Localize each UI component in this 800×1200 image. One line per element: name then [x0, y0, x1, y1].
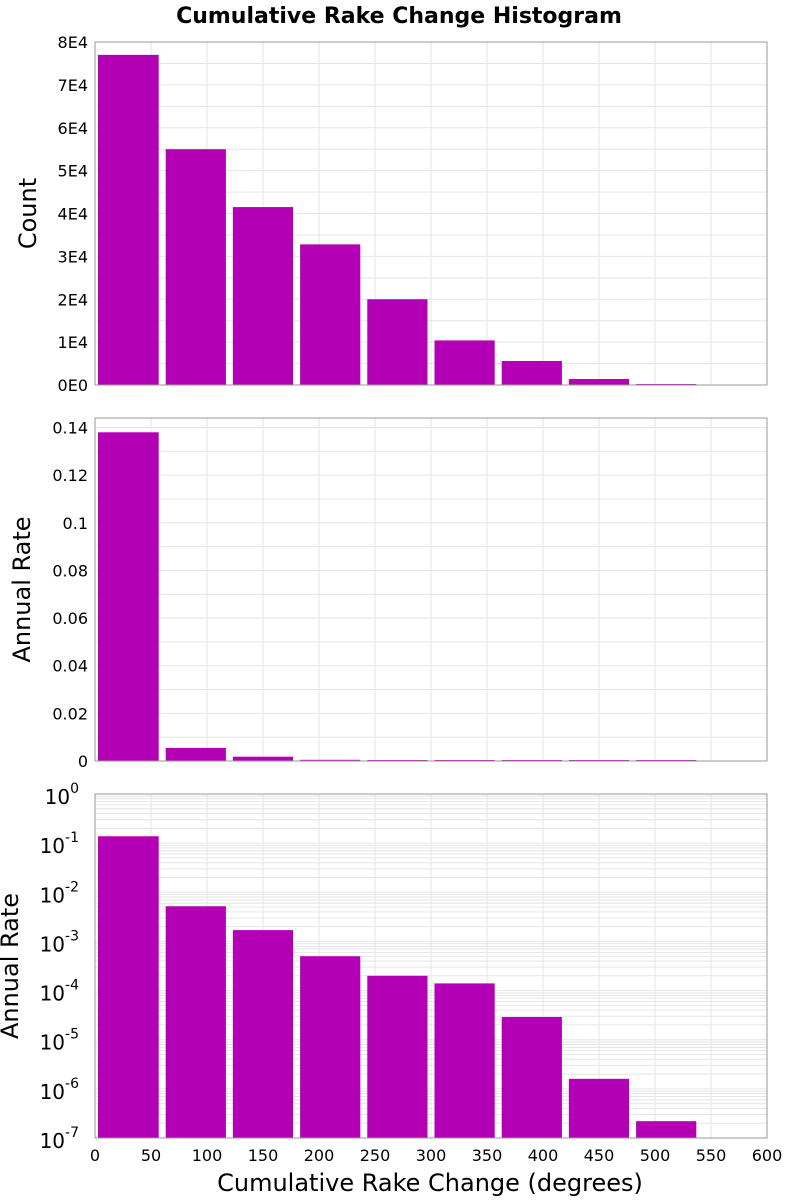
plot-frame — [94, 41, 768, 386]
y-tick-label: 0.12 — [52, 466, 88, 485]
y-tick-label: 10-1 — [40, 830, 79, 858]
y-tick-label: 10-6 — [40, 1076, 80, 1104]
x-tick-label: 450 — [584, 1146, 615, 1165]
plot-frame — [94, 417, 768, 762]
histogram-bar — [300, 244, 361, 385]
annual-rate-linear-panel: 0 0.02 0.04 0.06 0.08 0.1 0.12 0.14 Annual Rate — [8, 417, 768, 771]
histogram-bar — [165, 149, 226, 385]
y-tick-label: 0.08 — [52, 561, 88, 580]
x-tick-label: 400 — [528, 1146, 559, 1165]
histogram-bar — [98, 54, 159, 386]
histogram-bar — [300, 956, 361, 1138]
histogram-bar — [434, 983, 495, 1138]
y-tick-label: 0E0 — [58, 376, 88, 395]
x-tick-label: 550 — [696, 1146, 727, 1165]
y-tick-label: 0.04 — [52, 657, 88, 676]
chart-title: Cumulative Rake Change Histogram — [176, 4, 622, 29]
y-tick-label: 10-7 — [40, 1125, 79, 1153]
y-tick-label: 3E4 — [58, 247, 88, 266]
histogram-bar — [568, 1078, 630, 1138]
x-tick-label: 200 — [304, 1146, 335, 1165]
y-tick-label: 2E4 — [58, 290, 88, 309]
x-tick-label: 150 — [248, 1146, 279, 1165]
histogram-bar — [232, 930, 294, 1138]
histogram-bar — [501, 360, 562, 385]
y-tick-label: 0.14 — [52, 419, 88, 438]
y-tick-label: 0.06 — [52, 609, 88, 628]
count-panel: 0E0 1E4 2E4 3E4 4E4 5E4 6E4 7E4 8E4 Count — [14, 33, 768, 395]
y-axis-label: Count — [14, 178, 42, 249]
y-tick-label: 0 — [78, 752, 88, 771]
y-tick-label: 5E4 — [58, 162, 88, 181]
y-tick-label: 8E4 — [58, 33, 88, 52]
y-tick-label: 10-2 — [40, 879, 79, 907]
x-tick-label: 600 — [752, 1146, 783, 1165]
histogram-bar — [232, 207, 294, 385]
annual-rate-log-panel: 100 10-1 10-2 10-3 10-4 10-5 10-6 10-7 Annual Ra… — [0, 781, 782, 1197]
histogram-bar — [367, 975, 428, 1138]
histogram-bar — [232, 756, 294, 761]
x-tick-label: 350 — [472, 1146, 503, 1165]
y-tick-label: 100 — [45, 781, 79, 809]
y-axis-label: Annual Rate — [8, 516, 36, 662]
histogram-bar — [300, 759, 361, 761]
x-tick-label: 500 — [640, 1146, 671, 1165]
x-tick-label: 0 — [90, 1146, 100, 1165]
x-tick-label: 100 — [192, 1146, 223, 1165]
y-tick-label: 0.02 — [52, 704, 88, 723]
histogram-bar — [165, 906, 226, 1138]
y-tick-label: 1E4 — [58, 333, 88, 352]
y-axis-label: Annual Rate — [0, 893, 24, 1039]
histogram-bar — [636, 1121, 697, 1138]
histogram-bar — [568, 378, 630, 385]
y-tick-label: 10-4 — [40, 978, 80, 1006]
y-tick-label: 10-5 — [40, 1027, 79, 1055]
y-tick-label: 4E4 — [58, 205, 88, 224]
plot-frame — [94, 793, 768, 1139]
x-tick-label: 300 — [416, 1146, 447, 1165]
y-tick-label: 0.1 — [63, 514, 88, 533]
histogram-bar — [98, 432, 159, 761]
x-tick-label: 50 — [141, 1146, 161, 1165]
y-tick-label: 6E4 — [58, 119, 88, 138]
x-axis-label: Cumulative Rake Change (degrees) — [217, 1169, 643, 1197]
histogram-bar — [367, 299, 428, 385]
y-tick-label: 10-3 — [40, 928, 79, 956]
histogram-bar — [501, 1016, 562, 1138]
histogram-bar — [98, 836, 159, 1138]
histogram-bar — [165, 747, 226, 761]
y-tick-label: 7E4 — [58, 76, 88, 95]
histogram-bar — [434, 340, 495, 385]
x-tick-label: 250 — [360, 1146, 391, 1165]
